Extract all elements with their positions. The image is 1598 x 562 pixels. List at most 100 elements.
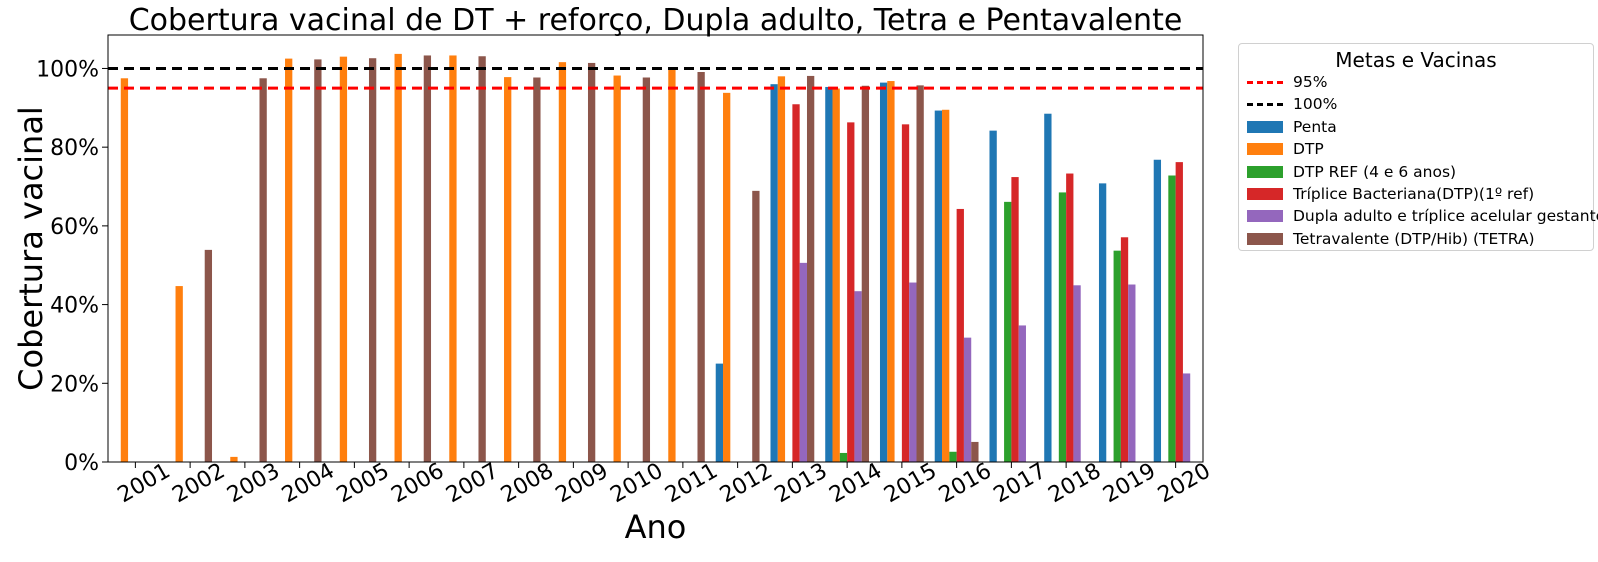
bar <box>1175 162 1183 462</box>
bar <box>942 109 950 463</box>
y-tick-label: 0% <box>64 451 99 476</box>
legend-item: 100% <box>1247 93 1337 115</box>
x-tick-label: 2011 <box>661 459 722 509</box>
bar <box>806 75 815 463</box>
bar <box>1058 192 1067 463</box>
bar <box>120 78 129 462</box>
legend-item: Dupla adulto e tríplice acelular gestant… <box>1247 205 1598 227</box>
y-tick-label: 40% <box>50 294 99 319</box>
legend-item: Penta <box>1247 116 1337 138</box>
bar <box>847 122 855 463</box>
bar <box>587 62 596 462</box>
bar <box>1153 159 1162 462</box>
x-tick-label: 2005 <box>333 459 394 509</box>
x-tick-label: 2006 <box>387 459 448 509</box>
bar <box>504 77 512 463</box>
bar <box>715 363 724 462</box>
bar <box>204 249 213 462</box>
x-tick-label: 2018 <box>1044 459 1105 509</box>
bar <box>1168 175 1176 462</box>
bar <box>854 291 862 462</box>
bar <box>533 77 541 462</box>
x-tick-label: 2007 <box>442 459 503 509</box>
x-tick-label: 2001 <box>114 459 175 509</box>
x-tick-label: 2004 <box>278 459 339 509</box>
x-tick-label: 2008 <box>497 459 558 509</box>
bar <box>394 53 402 462</box>
y-tick-label: 80% <box>50 136 99 161</box>
bar <box>1004 201 1012 463</box>
bar <box>314 59 322 463</box>
bar <box>832 88 840 463</box>
bar <box>963 337 972 462</box>
legend-item-label: 100% <box>1293 95 1338 114</box>
y-tick-label: 60% <box>50 215 99 240</box>
legend-item-label: Dupla adulto e tríplice acelular gestant… <box>1293 207 1598 226</box>
bar <box>989 130 997 462</box>
y-tick-label: 100% <box>36 57 99 82</box>
bar <box>1098 183 1107 462</box>
legend-item: DTP <box>1247 138 1324 160</box>
bar <box>916 85 924 463</box>
x-tick-label: 2017 <box>990 459 1051 509</box>
bar <box>613 75 621 462</box>
y-axis: 0% 20% 40% 60% 80% 100% <box>36 57 108 476</box>
bar <box>752 190 760 462</box>
bar <box>175 286 183 462</box>
bar <box>825 86 833 462</box>
legend-item-label: Tríplice Bacteriana(DTP)(1º ref) <box>1293 185 1535 203</box>
bar <box>1018 325 1026 462</box>
legend-item: Tetravalente (DTP/Hib) (TETRA) <box>1247 228 1535 250</box>
bar <box>909 282 917 462</box>
legend-line-swatch <box>1247 102 1283 106</box>
bar <box>887 81 895 463</box>
bar <box>770 84 778 462</box>
legend-color-swatch <box>1247 165 1283 178</box>
y-axis-label: Cobertura vacinal <box>12 106 50 391</box>
bar <box>558 62 567 463</box>
bar <box>792 104 800 462</box>
x-tick-label: 2016 <box>935 459 996 509</box>
bar <box>449 55 457 463</box>
x-tick-label: 2010 <box>606 459 667 509</box>
bar <box>668 69 676 462</box>
legend-line-swatch <box>1247 80 1283 84</box>
bar <box>1120 237 1129 462</box>
x-tick-label: 2014 <box>825 459 886 509</box>
bar <box>971 441 979 462</box>
bar <box>423 55 432 463</box>
legend-item: Tríplice Bacteriana(DTP)(1º ref) <box>1247 183 1534 205</box>
bar <box>1182 373 1191 462</box>
legend-color-swatch <box>1247 210 1283 223</box>
x-axis-label: Ano <box>625 508 687 546</box>
chart-title: Cobertura vacinal de DT + reforço, Dupla… <box>129 3 1183 38</box>
legend-color-swatch <box>1247 120 1283 133</box>
x-tick-label: 2003 <box>223 459 284 509</box>
bar <box>339 56 348 463</box>
legend-color-swatch <box>1247 188 1283 200</box>
bar <box>956 208 964 462</box>
legend-title: Metas e Vacinas <box>1335 48 1497 72</box>
bar <box>723 92 731 462</box>
x-tick-label: 2019 <box>1099 459 1160 509</box>
bar <box>1066 173 1074 462</box>
bar <box>1073 285 1081 462</box>
reference-lines <box>108 66 1203 90</box>
plot-frame <box>107 34 1204 463</box>
x-tick-label: 2009 <box>552 459 613 509</box>
bar <box>839 452 848 462</box>
bar <box>642 77 651 462</box>
legend-color-swatch <box>1247 232 1283 245</box>
legend-item-label: DTP REF (4 e 6 anos) <box>1293 162 1457 181</box>
x-axis: 2001200220032004200520062007200820092010… <box>114 459 1215 509</box>
legend-item-label: 95% <box>1293 73 1328 91</box>
bar <box>285 58 293 463</box>
bar <box>949 451 957 462</box>
legend-item: DTP REF (4 e 6 anos) <box>1247 161 1456 183</box>
x-tick-label: 2012 <box>716 459 777 509</box>
bar <box>934 110 943 462</box>
bar <box>1044 113 1052 463</box>
bar <box>861 85 870 463</box>
bar <box>230 456 238 462</box>
